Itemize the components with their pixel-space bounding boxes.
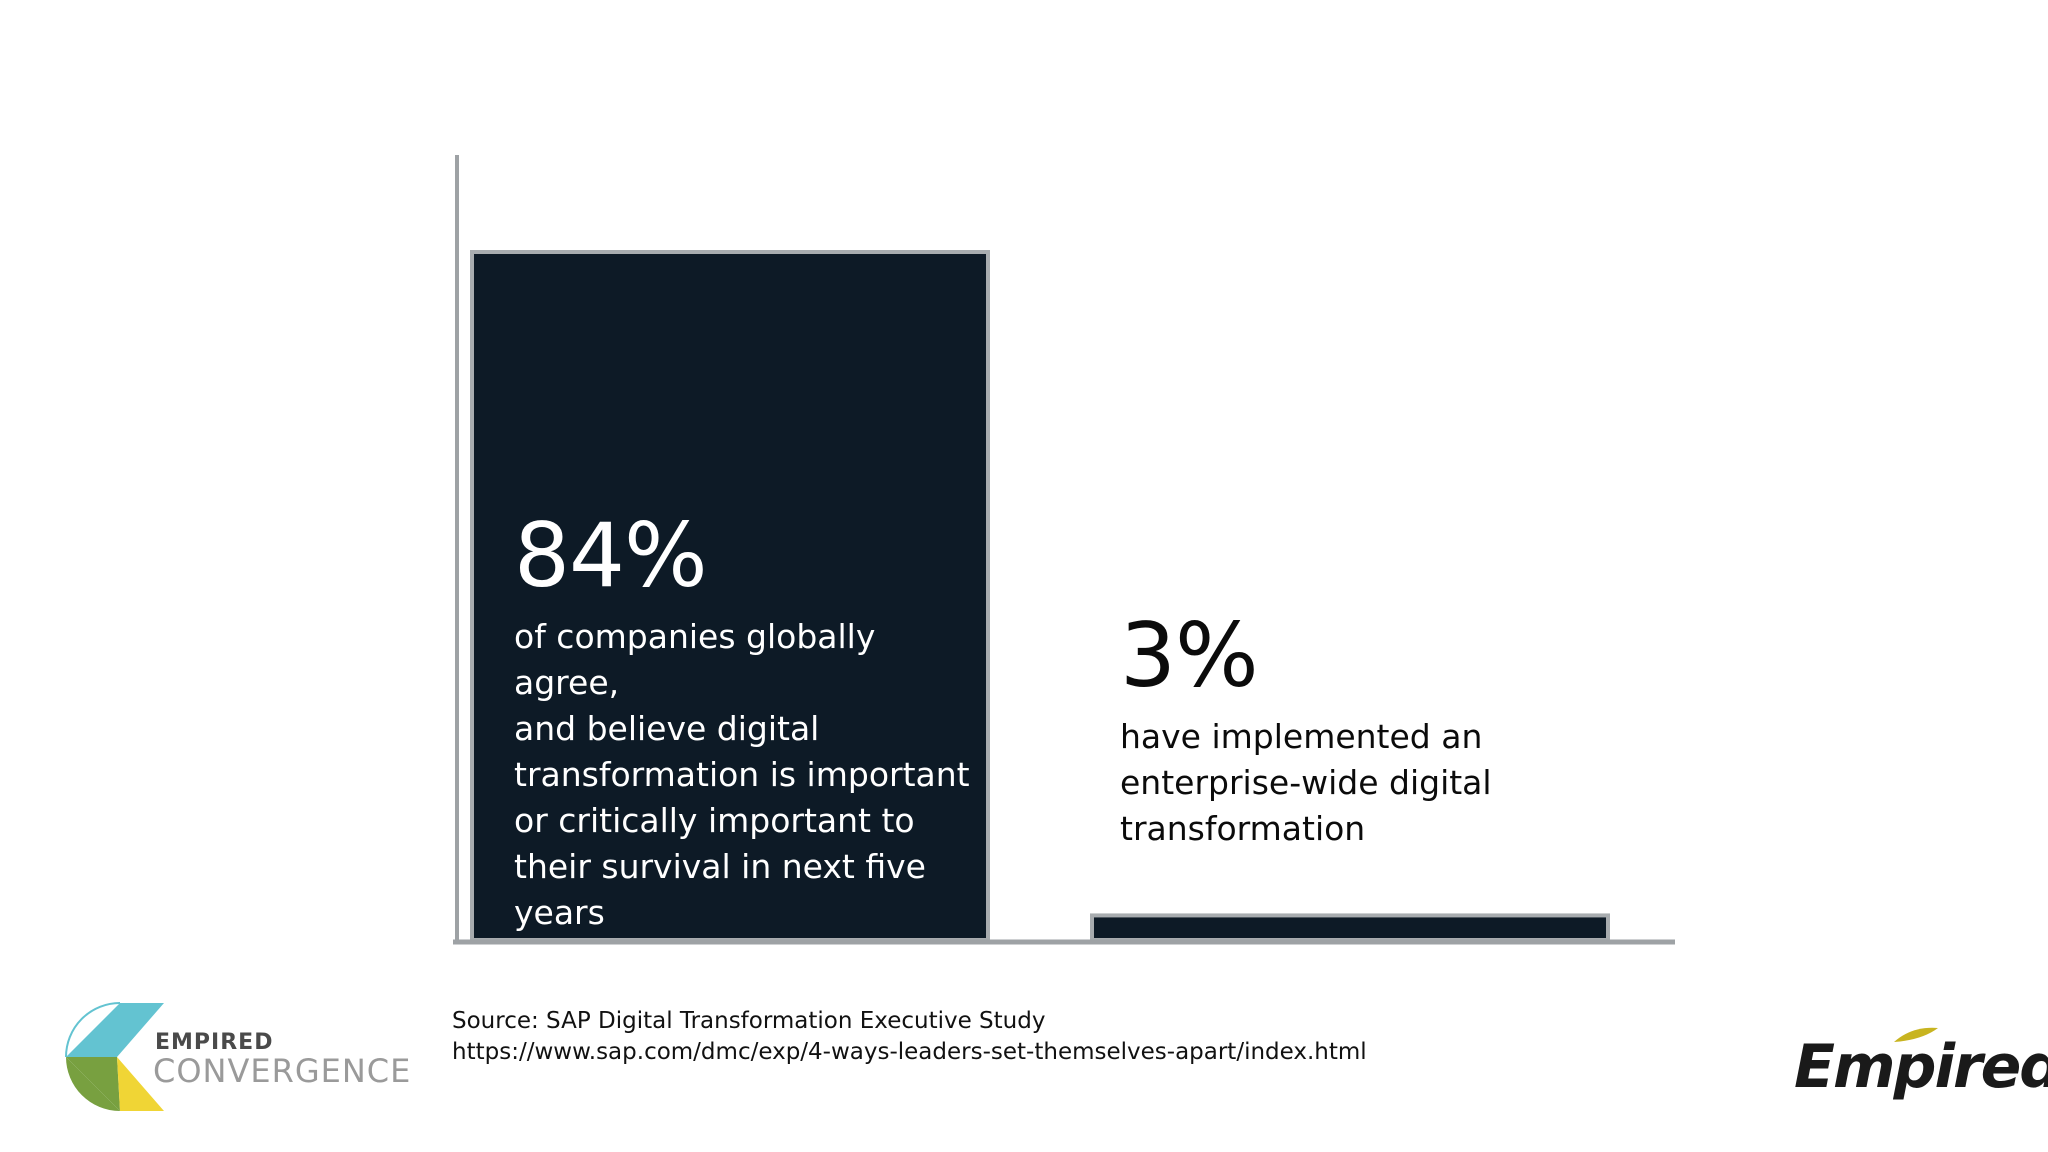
data-label-value-84: 84% (514, 504, 708, 607)
description-line: enterprise-wide digital (1120, 763, 1492, 802)
description-line: transformation is important (514, 755, 970, 794)
description-line: have implemented an (1120, 717, 1483, 756)
empired-brand-logo: Empired (1790, 1020, 2048, 1120)
source-url: https://www.sap.com/dmc/exp/4-ways-leade… (452, 1039, 1367, 1065)
data-label-description-84: of companies globally agree, and believe… (514, 614, 984, 936)
empired-convergence-logo: EMPIRED CONVERGENCE (62, 998, 410, 1116)
brand-wordmark: Empired (1794, 1032, 2048, 1102)
bar-label-3: 3% have implemented an enterprise-wide d… (1120, 612, 1600, 852)
description-line: transformation (1120, 809, 1366, 848)
data-label-description-3: have implemented an enterprise-wide digi… (1120, 714, 1600, 852)
convergence-emblem-icon (65, 1002, 164, 1111)
description-line: years (514, 893, 605, 932)
brand-leaf-icon (1894, 1027, 1938, 1042)
description-line: their survival in next five (514, 847, 926, 886)
logo-word-convergence: CONVERGENCE (153, 1052, 412, 1090)
description-line: of companies globally agree, (514, 617, 876, 702)
description-line: and believe digital (514, 709, 820, 748)
bar-3-percent (1090, 913, 1610, 943)
bar-label-84: 84% of companies globally agree, and bel… (514, 512, 984, 936)
source-note: Source: SAP Digital Transformation Execu… (452, 1006, 1367, 1068)
source-title: Source: SAP Digital Transformation Execu… (452, 1008, 1046, 1034)
data-label-value-3: 3% (1120, 604, 1259, 707)
description-line: or critically important to (514, 801, 915, 840)
logo-word-empired: EMPIRED (155, 1030, 274, 1055)
